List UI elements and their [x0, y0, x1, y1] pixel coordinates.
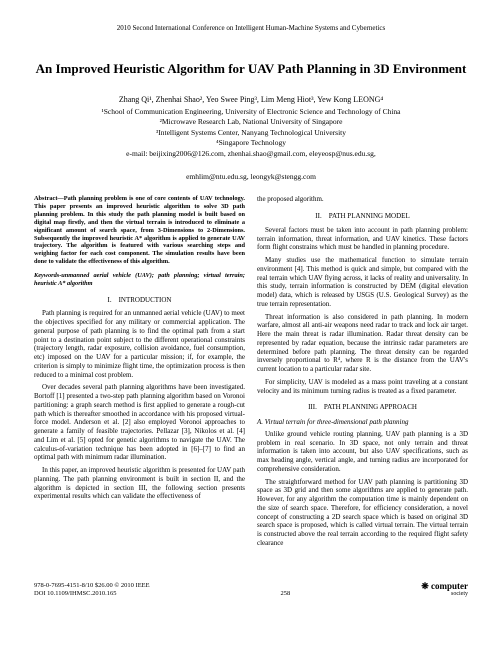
page-footer: 978-0-7695-4151-8/10 $26.00 © 2010 IEEE … — [34, 582, 468, 598]
sec2-para-4: For simplicity, UAV is modeled as a mass… — [257, 378, 468, 396]
logo-bottom: society — [421, 591, 468, 598]
intro-para-3: In this paper, an improved heuristic alg… — [34, 466, 245, 501]
sec3-para-1: Unlike ground vehicle routing planning, … — [257, 430, 468, 474]
sec3-para-2: The straightforward method for UAV path … — [257, 478, 468, 548]
email-line-1: e-mail: beijixing2006@126.com, zhenhai.s… — [34, 149, 468, 158]
conference-name: 2010 Second International Conference on … — [34, 24, 468, 33]
section-3-heading: III. PATH PLANNING APPROACH — [257, 403, 468, 412]
right-column: the proposed algorithm. II. PATH PLANNIN… — [257, 195, 468, 551]
affiliation-3: ³Intelligent Systems Center, Nanyang Tec… — [34, 128, 468, 137]
paper-title: An Improved Heuristic Algorithm for UAV … — [34, 61, 468, 77]
paper-page: 2010 Second International Conference on … — [0, 0, 502, 618]
email-line-2: emhlim@ntu.edu.sg, leongyk@stengg.com — [34, 172, 468, 181]
two-column-body: Abstract—Path planning problem is one of… — [34, 195, 468, 551]
section-2-heading: II. PATH PLANNING MODEL — [257, 212, 468, 221]
isbn-line: 978-0-7695-4151-8/10 $26.00 © 2010 IEEE — [34, 582, 150, 590]
col2-continuation: the proposed algorithm. — [257, 195, 468, 204]
subsection-a: A. Virtual terrain for three-dimensional… — [257, 418, 468, 427]
footer-left-block: 978-0-7695-4151-8/10 $26.00 © 2010 IEEE … — [34, 582, 150, 598]
affiliation-4: ⁴Singapore Technology — [34, 138, 468, 147]
page-number: 258 — [281, 590, 291, 598]
abstract-text: Abstract—Path planning problem is one of… — [34, 195, 245, 266]
intro-para-2: Over decades several path planning algor… — [34, 383, 245, 462]
logo-top: ❋ computer — [421, 582, 468, 592]
affiliation-1: ¹School of Communication Engineering, Un… — [34, 107, 468, 116]
sec2-para-2: Many studies use the mathematical functi… — [257, 256, 468, 309]
left-column: Abstract—Path planning problem is one of… — [34, 195, 245, 551]
sec2-para-3: Threat information is also considered in… — [257, 313, 468, 374]
sec2-para-1: Several factors must be taken into accou… — [257, 226, 468, 252]
affiliation-2: ²Microwave Research Lab, National Univer… — [34, 117, 468, 126]
authors-line: Zhang Qi¹, Zhenhai Shao², Yeo Swee Ping³… — [34, 95, 468, 105]
section-1-heading: I. INTRODUCTION — [34, 296, 245, 305]
keywords-text: Keywords-unmanned aerial vehicle (UAV); … — [34, 272, 245, 288]
doi-line: DOI 10.1109/IHMSC.2010.165 — [34, 590, 150, 598]
intro-para-1: Path planning is required for an unmanne… — [34, 309, 245, 379]
ieee-cs-logo: ❋ computer society — [421, 582, 468, 598]
